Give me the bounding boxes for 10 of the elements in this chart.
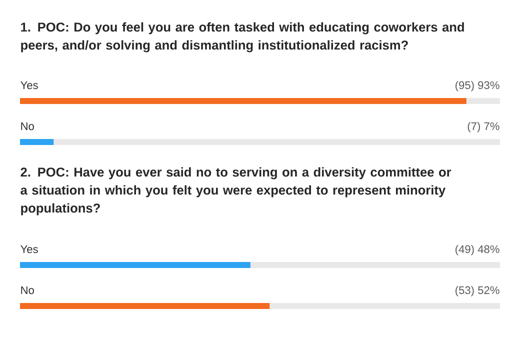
data-label: (95) 93%	[456, 80, 500, 92]
data-label: (49) 48%	[456, 244, 500, 256]
chart-title: 1. POC: Do you feel you are often tasked with educating coworkers and peers, and/or solving and dismantling institutionalized racism?	[21, 22, 464, 52]
category-label: No	[21, 286, 34, 294]
chart-title: 2. POC: Have you ever said no to serving on a diversity committee or a situation in which you felt you were expected to represent minority populations?	[20, 167, 452, 216]
data-label: (7) 7%	[468, 122, 500, 132]
data-label: (53) 52%	[456, 286, 500, 296]
category-label: Yes	[20, 245, 38, 254]
category-label: No	[21, 122, 34, 130]
category-label: Yes	[20, 81, 38, 90]
